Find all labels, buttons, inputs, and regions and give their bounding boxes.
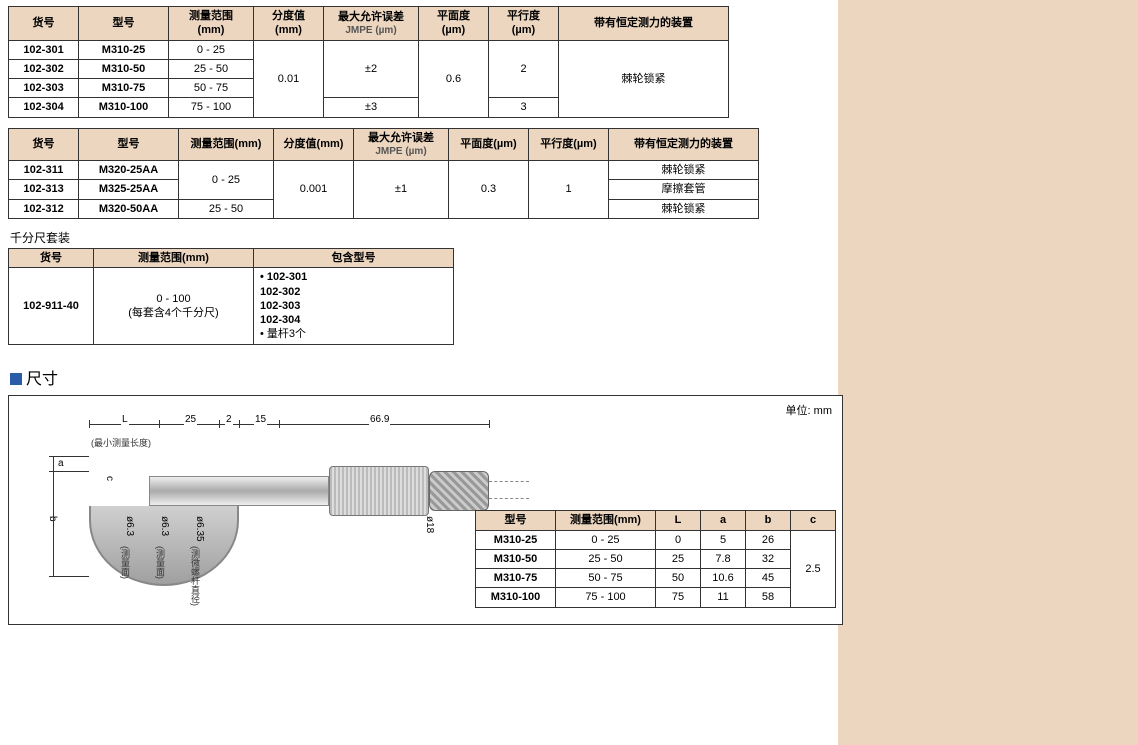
col-code: 货号 bbox=[9, 248, 94, 267]
table-header-row: 货号 型号 测量范围(mm) 分度值(mm) 最大允许误差 JMPE (µm) … bbox=[9, 128, 759, 160]
set-table: 货号 测量范围(mm) 包含型号 102-911-40 0 - 100 (每套含… bbox=[8, 248, 454, 345]
col-a: a bbox=[701, 511, 746, 530]
col-code: 货号 bbox=[9, 128, 79, 160]
micrometer-drawing: L 25 2 15 66.9 (最小测量长度) a b c bbox=[29, 406, 529, 606]
table-header-row: 货号 测量范围(mm) 包含型号 bbox=[9, 248, 454, 267]
col-error: 最大允许误差 JMPE (µm) bbox=[354, 128, 449, 160]
col-device: 带有恒定测力的装置 bbox=[559, 7, 729, 41]
col-flatness: 平面度(µm) bbox=[419, 7, 489, 41]
col-parallel: 平行度(µm) bbox=[529, 128, 609, 160]
table-row: 102-911-40 0 - 100 (每套含4个千分尺) • 102-301 … bbox=[9, 268, 454, 344]
col-model: 型号 bbox=[476, 511, 556, 530]
table-row: M310-100 75 - 100 75 11 58 bbox=[476, 588, 836, 607]
micrometer-spindle bbox=[149, 476, 329, 506]
col-c: c bbox=[791, 511, 836, 530]
col-range: 测量范围(mm) bbox=[179, 128, 274, 160]
micrometer-extension bbox=[489, 481, 529, 499]
col-graduation: 分度值(mm) bbox=[254, 7, 324, 41]
set-section-title: 千分尺套装 bbox=[10, 229, 838, 246]
dimensions-table: 型号 测量范围(mm) L a b c M310-25 0 - 25 0 5 2… bbox=[475, 510, 836, 607]
table-row: 102-301 M310-25 0 - 25 0.01 ±2 0.6 2 棘轮锁… bbox=[9, 40, 729, 59]
micrometer-ratchet bbox=[429, 471, 489, 511]
col-code: 货号 bbox=[9, 7, 79, 41]
col-L: L bbox=[656, 511, 701, 530]
table-row: 102-311 M320-25AA 0 - 25 0.001 ±1 0.3 1 … bbox=[9, 161, 759, 180]
dimensions-title: 尺寸 bbox=[10, 365, 838, 389]
side-background bbox=[838, 0, 1138, 745]
content-area: 货号 型号 测量范围(mm) 分度值(mm) 最大允许误差 JMPE (µm) … bbox=[8, 6, 838, 625]
table-header-row: 型号 测量范围(mm) L a b c bbox=[476, 511, 836, 530]
spec-table-1: 货号 型号 测量范围(mm) 分度值(mm) 最大允许误差 JMPE (µm) … bbox=[8, 6, 729, 118]
dimensions-box: 单位: mm L 25 2 15 66.9 (最小测量长度) a b bbox=[8, 395, 843, 625]
col-parallel: 平行度(µm) bbox=[489, 7, 559, 41]
table-row: M310-75 50 - 75 50 10.6 45 bbox=[476, 569, 836, 588]
col-flatness: 平面度(µm) bbox=[449, 128, 529, 160]
table-row: M310-50 25 - 50 25 7.8 32 bbox=[476, 549, 836, 568]
col-model: 型号 bbox=[79, 128, 179, 160]
col-contents: 包含型号 bbox=[254, 248, 454, 267]
table-header-row: 货号 型号 测量范围(mm) 分度值(mm) 最大允许误差 JMPE (µm) … bbox=[9, 7, 729, 41]
col-range: 测量范围(mm) bbox=[94, 248, 254, 267]
col-error: 最大允许误差 JMPE (µm) bbox=[324, 7, 419, 41]
unit-label: 单位: mm bbox=[786, 402, 832, 418]
table-row: M310-25 0 - 25 0 5 26 2.5 bbox=[476, 530, 836, 549]
col-model: 型号 bbox=[79, 7, 169, 41]
col-b: b bbox=[746, 511, 791, 530]
col-range: 测量范围(mm) bbox=[169, 7, 254, 41]
spec-table-2: 货号 型号 测量范围(mm) 分度值(mm) 最大允许误差 JMPE (µm) … bbox=[8, 128, 759, 219]
col-graduation: 分度值(mm) bbox=[274, 128, 354, 160]
col-range: 测量范围(mm) bbox=[556, 511, 656, 530]
micrometer-thimble bbox=[329, 466, 429, 516]
col-device: 带有恒定测力的装置 bbox=[609, 128, 759, 160]
square-bullet-icon bbox=[10, 373, 22, 385]
